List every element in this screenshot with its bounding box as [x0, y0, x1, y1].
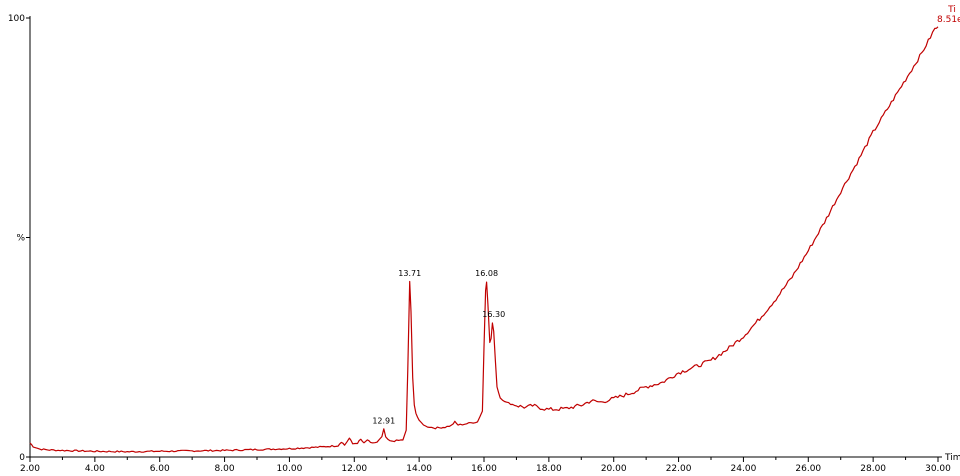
peak-label: 13.71: [398, 269, 421, 278]
y-ticks: 0% 100: [8, 14, 30, 463]
x-axis-label: Tim: [944, 453, 960, 463]
peak-label: 16.30: [482, 310, 505, 319]
x-tick-label: 30.00: [925, 464, 951, 474]
x-tick-label: 14.00: [406, 464, 432, 474]
axes: [29, 16, 942, 458]
x-tick-label: 6.00: [150, 464, 170, 474]
y-tick-label: 0: [19, 453, 25, 463]
x-tick-label: 4.00: [85, 464, 105, 474]
peak-label: 12.91: [372, 417, 395, 426]
x-ticks: 2.00 4.00 6.00 8.00 10.00 12.00 14.00 16.00 18.0…: [20, 457, 951, 474]
top-right-label-line1: Ti: [947, 5, 956, 15]
x-tick-label: 12.00: [341, 464, 367, 474]
x-tick-label: 26.00: [795, 464, 821, 474]
x-tick-label: 18.00: [536, 464, 562, 474]
x-tick-label: 20.00: [601, 464, 627, 474]
peak-label: 16.08: [475, 269, 498, 278]
x-tick-label: 16.00: [471, 464, 497, 474]
y-tick-label: 100: [8, 14, 25, 24]
x-tick-label: 2.00: [20, 464, 40, 474]
x-tick-label: 8.00: [215, 464, 235, 474]
x-tick-label: 24.00: [731, 464, 757, 474]
x-tick-label: 28.00: [860, 464, 886, 474]
top-right-label-line2: 8.51e: [937, 15, 960, 25]
x-tick-label: 22.00: [666, 464, 692, 474]
x-tick-label: 10.00: [277, 464, 303, 474]
peak-labels: 12.91 13.71 16.08 16.30: [372, 269, 505, 426]
chromatogram-trace: [29, 26, 939, 453]
y-tick-label: %: [16, 234, 25, 244]
